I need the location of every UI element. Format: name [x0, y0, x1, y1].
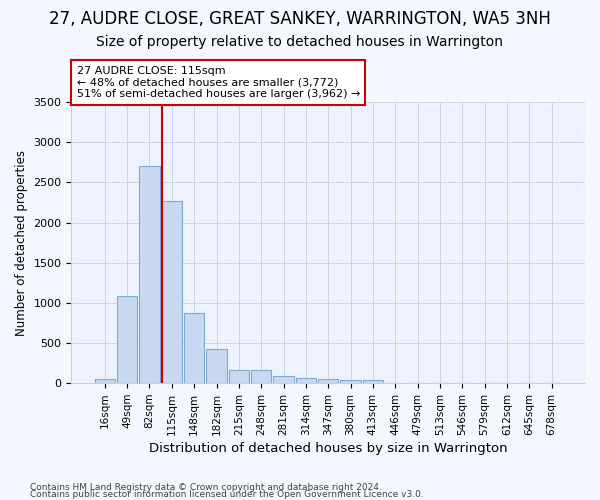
Text: 27, AUDRE CLOSE, GREAT SANKEY, WARRINGTON, WA5 3NH: 27, AUDRE CLOSE, GREAT SANKEY, WARRINGTO… [49, 10, 551, 28]
Text: Contains public sector information licensed under the Open Government Licence v3: Contains public sector information licen… [30, 490, 424, 499]
Bar [340, 380, 361, 383]
Bar [117, 296, 137, 383]
Bar [139, 166, 160, 383]
Bar [296, 378, 316, 383]
Bar [407, 382, 428, 383]
Bar [363, 380, 383, 383]
X-axis label: Distribution of detached houses by size in Warrington: Distribution of detached houses by size … [149, 442, 508, 455]
Bar [318, 379, 338, 383]
Bar [206, 350, 227, 383]
Text: Contains HM Land Registry data © Crown copyright and database right 2024.: Contains HM Land Registry data © Crown c… [30, 484, 382, 492]
Text: 27 AUDRE CLOSE: 115sqm
← 48% of detached houses are smaller (3,772)
51% of semi-: 27 AUDRE CLOSE: 115sqm ← 48% of detached… [77, 66, 360, 99]
Text: Size of property relative to detached houses in Warrington: Size of property relative to detached ho… [97, 35, 503, 49]
Bar [274, 376, 293, 383]
Bar [95, 379, 115, 383]
Bar [229, 370, 249, 383]
Bar [385, 382, 405, 383]
Bar [251, 370, 271, 383]
Bar [184, 312, 204, 383]
Y-axis label: Number of detached properties: Number of detached properties [15, 150, 28, 336]
Bar [162, 201, 182, 383]
